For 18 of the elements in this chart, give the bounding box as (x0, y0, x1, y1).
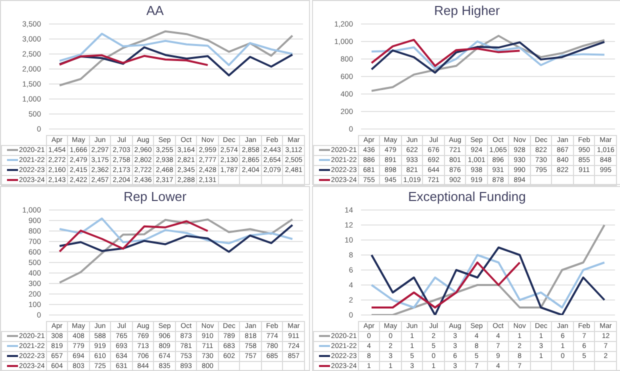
line-series (370, 224, 606, 315)
line-series (58, 54, 209, 66)
line-series (58, 30, 294, 86)
line-series (370, 34, 606, 92)
line-series (58, 218, 294, 284)
line-series (58, 218, 294, 244)
line-series (58, 46, 294, 76)
line-series (370, 254, 606, 308)
line-series (58, 32, 294, 66)
line-series (58, 224, 294, 253)
line-series (58, 220, 209, 253)
chart-title: AA (145, 3, 165, 19)
line-series (370, 38, 521, 67)
line-series (370, 262, 521, 308)
line-series (370, 246, 606, 315)
chart-title: Exceptional Funding (407, 189, 527, 205)
chart-title: Rep Lower (122, 189, 188, 205)
chart-title: Rep Higher (433, 3, 501, 19)
